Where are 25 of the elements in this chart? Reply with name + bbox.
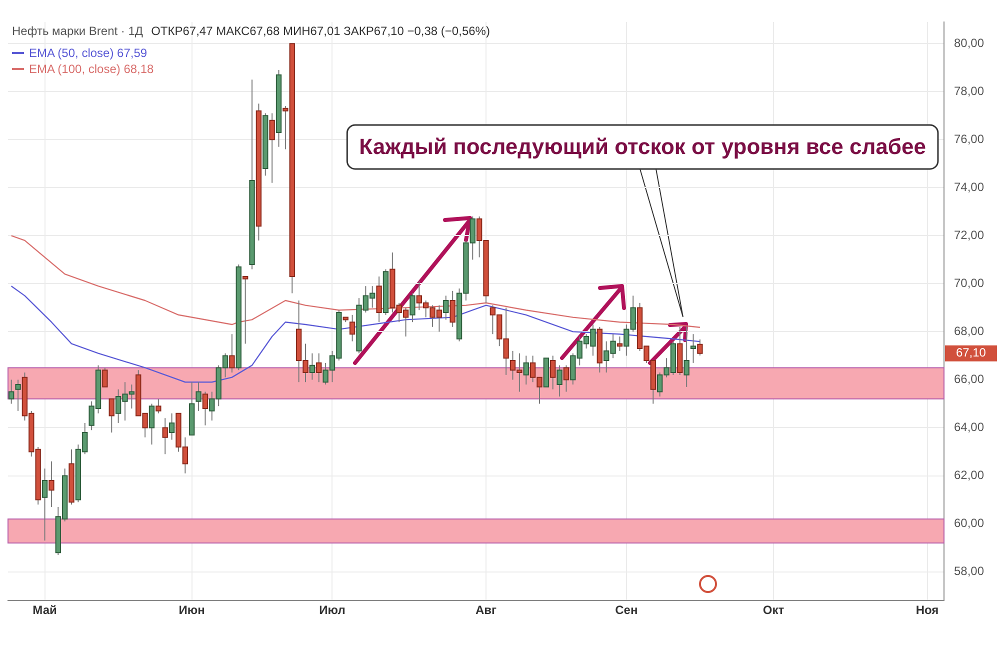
legend-label: EMA (50, close) 67,59 [29, 46, 148, 60]
y-tick-label: 72,00 [954, 228, 984, 242]
y-tick-label: 60,00 [954, 516, 984, 530]
y-tick-label: 76,00 [954, 132, 984, 146]
y-tick-label: 62,00 [954, 468, 984, 482]
x-tick-label: Июн [178, 603, 205, 618]
chart-title: Нефть марки Brent · 1Д [12, 24, 144, 38]
y-tick-label: 78,00 [954, 84, 984, 98]
y-tick-label: 58,00 [954, 564, 984, 578]
x-tick-label: Авг [475, 603, 497, 618]
x-tick-label: Окт [762, 603, 784, 618]
y-tick-label: 64,00 [954, 420, 984, 434]
y-tick-label: 68,00 [954, 324, 984, 338]
chart-subtitle: ОТКР67,47 МАКС67,68 МИН67,01 ЗАКР67,10 −0,38 (−0,56%) [151, 24, 490, 38]
y-tick-label: 74,00 [954, 180, 984, 194]
x-tick-label: Май [32, 603, 57, 618]
annotation: Каждый последующий отскок от уровня все слабее [359, 134, 926, 160]
x-tick-label: Сен [615, 603, 638, 618]
legend-label: EMA (100, close) 68,18 [29, 62, 154, 76]
y-tick-label: 80,00 [954, 36, 984, 50]
x-tick-label: Ноя [916, 603, 939, 618]
text: 67,10 [956, 346, 986, 360]
y-tick-label: 70,00 [954, 276, 984, 290]
y-tick-label: 66,00 [954, 372, 984, 386]
x-tick-label: Июл [319, 603, 346, 618]
